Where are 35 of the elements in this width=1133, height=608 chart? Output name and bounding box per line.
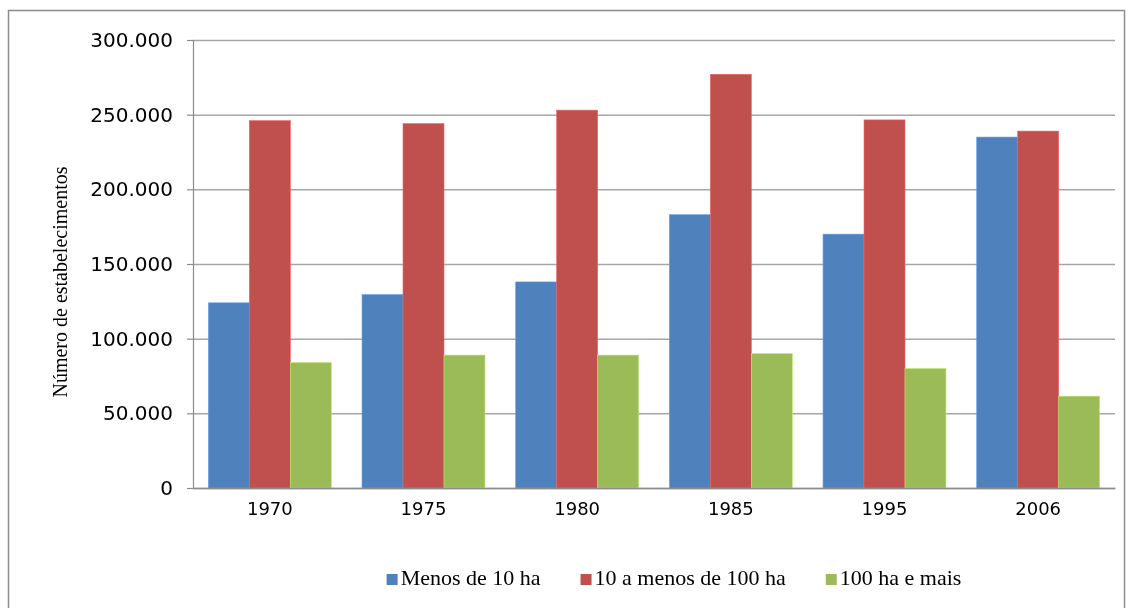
- bar: [208, 302, 250, 489]
- x-tick-label: 1975: [400, 497, 447, 519]
- bar: [863, 119, 906, 489]
- x-tick-label: 1980: [554, 497, 601, 519]
- bar: [597, 354, 639, 489]
- legend-label: Menos de 10 ha: [400, 565, 541, 590]
- y-tick-label: 0: [160, 475, 173, 500]
- y-tick-label: 250.000: [90, 102, 173, 127]
- bar: [361, 294, 404, 489]
- bar: [556, 109, 598, 489]
- x-tick-label: 2006: [1015, 497, 1062, 519]
- y-tick-label: 100.000: [90, 326, 173, 351]
- bar: [1017, 130, 1059, 489]
- bar: [904, 368, 947, 489]
- y-tick-label: 300.000: [90, 27, 173, 52]
- bar: [669, 214, 711, 489]
- legend-label: 100 ha e mais: [839, 565, 962, 590]
- bar: [515, 281, 557, 489]
- bar: [1058, 395, 1100, 489]
- bar: [976, 136, 1018, 489]
- y-axis-title: Número de estabelecimentos: [49, 166, 71, 398]
- x-tick-label: 1995: [861, 497, 908, 519]
- y-tick-label: 200.000: [90, 177, 173, 202]
- x-tick-label: 1970: [246, 497, 293, 519]
- y-tick-label: 150.000: [90, 251, 173, 276]
- bar: [402, 123, 445, 489]
- bar: [443, 354, 486, 489]
- y-tick-label: 50.000: [103, 401, 173, 426]
- legend-label: 10 a menos de 100 ha: [594, 565, 787, 590]
- bar: [249, 120, 291, 489]
- bar: [822, 233, 865, 489]
- x-tick-label: 1985: [707, 497, 754, 519]
- bar: [751, 353, 793, 489]
- bar: [710, 74, 752, 489]
- bar: [290, 362, 332, 489]
